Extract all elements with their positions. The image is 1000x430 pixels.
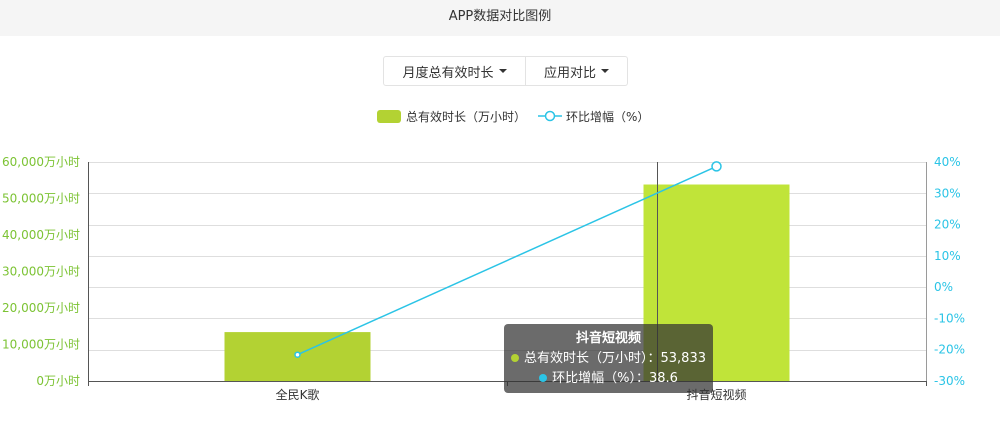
y-left-tick-label: 50,000万小时 xyxy=(2,192,80,206)
line-point-1[interactable] xyxy=(294,351,301,358)
tooltip-title: 抖音短视频 xyxy=(575,331,641,346)
line-point-2[interactable] xyxy=(711,161,722,172)
legend-item-duration[interactable]: 总有效时长（万小时） xyxy=(377,108,526,125)
y-right-tick-label: 40% xyxy=(934,155,961,169)
y-left-tick-label: 10,000万小时 xyxy=(2,338,80,352)
growth-line xyxy=(297,165,717,356)
line-circle-icon xyxy=(538,110,563,122)
legend-item-growth[interactable]: 环比增幅（%） xyxy=(538,108,649,125)
chart-controls: 月度总有效时长 应用对比 xyxy=(383,56,628,86)
page-header: APP数据对比图例 xyxy=(0,0,1000,36)
y-left-tick-label: 40,000万小时 xyxy=(2,228,80,242)
x-category-label: 全民K歌 xyxy=(276,387,320,402)
legend-label-duration: 总有效时长（万小时） xyxy=(406,109,527,124)
page-title: APP数据对比图例 xyxy=(448,9,552,24)
cyan-dot-icon xyxy=(539,373,548,382)
green-dot-icon xyxy=(511,353,519,362)
compare-dropdown[interactable]: 应用对比 xyxy=(526,56,628,86)
metric-dropdown[interactable]: 月度总有效时长 xyxy=(383,56,526,86)
caret-down-icon xyxy=(498,69,507,73)
y-right-tick-label: 30% xyxy=(934,186,961,200)
y-right-tick-label: 0% xyxy=(934,280,953,294)
compare-dropdown-label: 应用对比 xyxy=(543,65,596,81)
legend-label-growth: 环比增幅（%） xyxy=(566,109,650,124)
bar-swatch-icon xyxy=(377,109,401,123)
metric-dropdown-label: 月度总有效时长 xyxy=(402,65,494,81)
y-left-tick-label: 30,000万小时 xyxy=(2,265,80,279)
grid-lines xyxy=(88,162,926,351)
y-right-tick-label: 20% xyxy=(934,218,961,232)
tooltip-row-growth: 环比增幅（%）：38.6 xyxy=(504,369,713,389)
tooltip-row-text: 环比增幅（%）：38.6 xyxy=(552,371,678,386)
y-left-tick-label: 20,000万小时 xyxy=(2,301,80,315)
chart-legend: 总有效时长（万小时） 环比增幅（%） xyxy=(377,108,649,124)
y-left-tick-label: 0万小时 xyxy=(36,374,80,388)
y-right-tick-label: -10% xyxy=(934,311,965,325)
y-right-tick-label: -20% xyxy=(934,343,965,357)
y-left-tick-label: 60,000万小时 xyxy=(2,155,80,169)
y-right-tick-label: -30% xyxy=(934,374,965,388)
tooltip-row-duration: 总有效时长（万小时）：53,833 xyxy=(504,349,713,369)
caret-down-icon xyxy=(601,69,609,73)
tooltip-row-text: 总有效时长（万小时）：53,833 xyxy=(524,351,706,366)
chart-tooltip: 抖音短视频 总有效时长（万小时）：53,833 环比增幅（%）：38.6 xyxy=(504,324,713,393)
y-right-tick-label: 10% xyxy=(934,249,961,263)
